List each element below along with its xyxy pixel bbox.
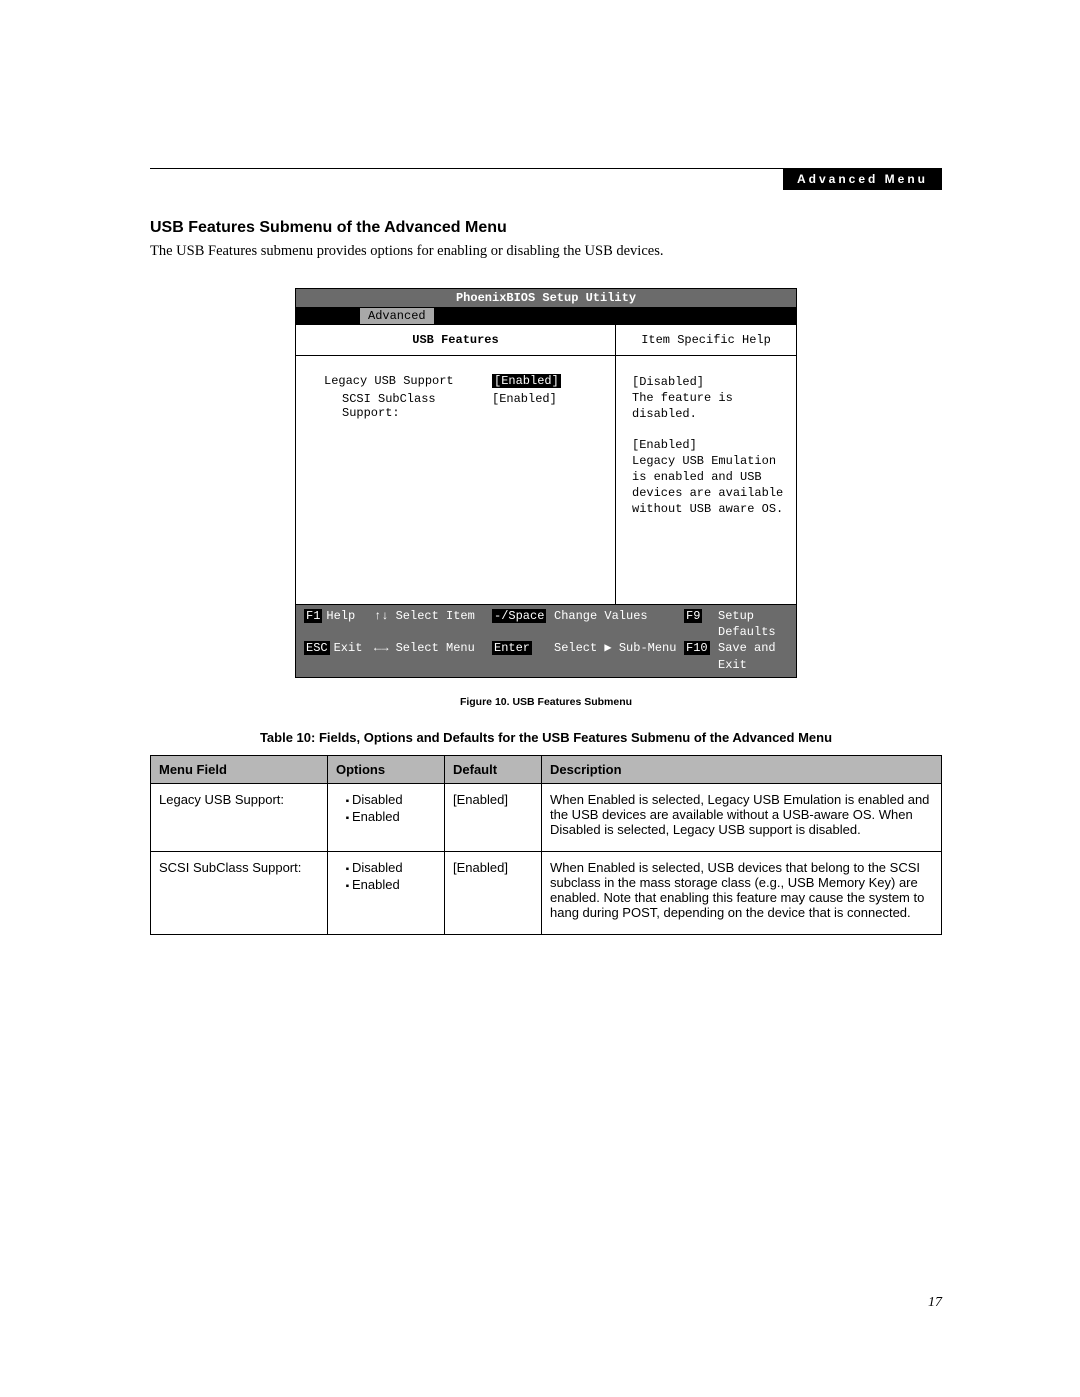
setting-value[interactable]: [Enabled] — [492, 374, 561, 388]
key-f9: F9 — [684, 609, 702, 623]
figure-caption: Figure 10. USB Features Submenu — [150, 696, 942, 708]
cell-options: Disabled Enabled — [328, 783, 445, 851]
bios-box: PhoenixBIOS Setup Utility Advanced USB F… — [295, 288, 797, 678]
cell-default: [Enabled] — [445, 851, 542, 934]
key-f10: F10 — [684, 641, 710, 655]
key-f1: F1 — [304, 609, 322, 623]
fields-table: Menu Field Options Default Description L… — [150, 755, 942, 935]
header-chip: Advanced Menu — [783, 168, 942, 190]
cell-menu: Legacy USB Support: — [151, 783, 328, 851]
cell-desc: When Enabled is selected, USB devices th… — [542, 851, 942, 934]
page-number: 17 — [928, 1295, 942, 1311]
setting-value[interactable]: [Enabled] — [492, 392, 557, 420]
table-row: SCSI SubClass Support: Disabled Enabled … — [151, 851, 942, 934]
cell-options: Disabled Enabled — [328, 851, 445, 934]
intro-text: The USB Features submenu provides option… — [150, 243, 942, 260]
table-caption: Table 10: Fields, Options and Defaults f… — [150, 730, 942, 745]
cell-default: [Enabled] — [445, 783, 542, 851]
cell-menu: SCSI SubClass Support: — [151, 851, 328, 934]
setting-label: SCSI SubClass Support: — [342, 392, 492, 420]
setting-label: Legacy USB Support — [324, 374, 492, 388]
th-options: Options — [328, 755, 445, 783]
th-menu: Menu Field — [151, 755, 328, 783]
setting-row[interactable]: Legacy USB Support [Enabled] — [324, 374, 601, 388]
th-description: Description — [542, 755, 942, 783]
bios-title: PhoenixBIOS Setup Utility — [296, 289, 796, 308]
help-block: [Disabled] The feature is disabled. — [632, 374, 784, 423]
key-space: -/Space — [492, 609, 546, 623]
bios-settings-panel: Legacy USB Support [Enabled] SCSI SubCla… — [296, 356, 615, 604]
bios-tab-advanced[interactable]: Advanced — [360, 308, 434, 324]
key-enter: Enter — [492, 641, 532, 655]
bios-help-panel: [Disabled] The feature is disabled. [Ena… — [616, 356, 796, 604]
bios-footer: F1Help ↑↓ Select Item -/Space Change Val… — [296, 605, 796, 677]
key-esc: ESC — [304, 641, 330, 655]
help-block: [Enabled] Legacy USB Emulation is enable… — [632, 437, 784, 518]
bios-right-header: Item Specific Help — [616, 325, 796, 356]
bios-left-header: USB Features — [296, 325, 615, 356]
th-default: Default — [445, 755, 542, 783]
section-title: USB Features Submenu of the Advanced Men… — [150, 219, 942, 237]
cell-desc: When Enabled is selected, Legacy USB Emu… — [542, 783, 942, 851]
bios-menubar: Advanced — [296, 308, 796, 325]
table-row: Legacy USB Support: Disabled Enabled [En… — [151, 783, 942, 851]
setting-row[interactable]: SCSI SubClass Support: [Enabled] — [324, 392, 601, 420]
